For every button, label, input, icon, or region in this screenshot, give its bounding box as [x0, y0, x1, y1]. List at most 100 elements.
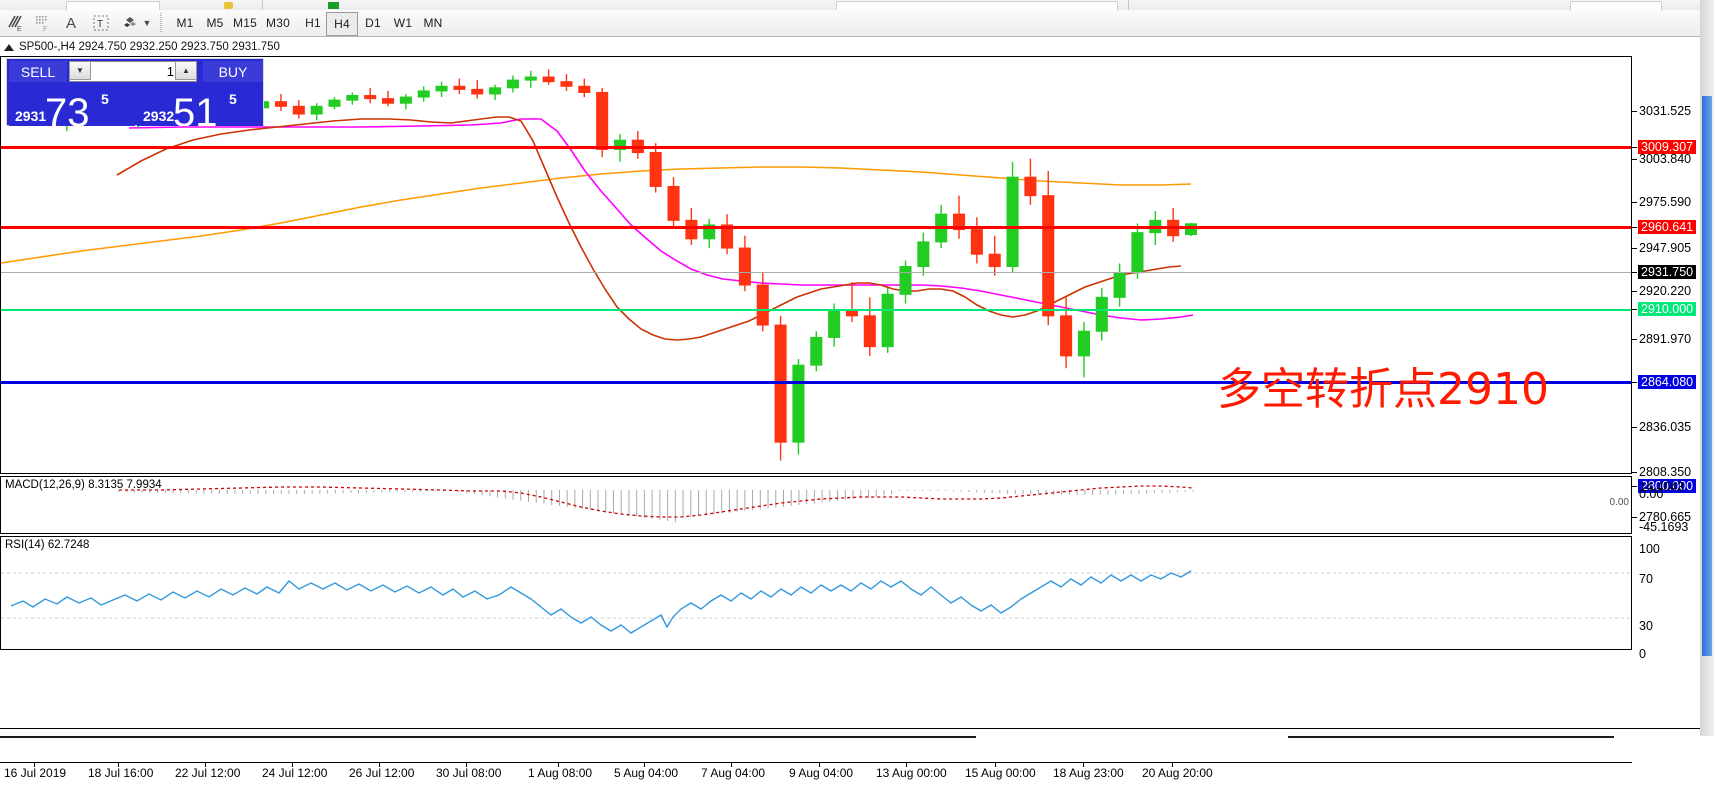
text-box-glyph: T: [93, 15, 109, 31]
lot-decrement-button[interactable]: ▼: [69, 61, 91, 80]
macd-scale-min: -45.1693: [1639, 520, 1689, 534]
time-axis-label: 5 Aug 04:00: [614, 766, 679, 780]
level-line-2910[interactable]: [1, 309, 1631, 311]
price-tick: [1632, 486, 1637, 487]
sell-button[interactable]: SELL: [9, 61, 67, 82]
price-label-2800-000[interactable]: 2800.000: [1638, 479, 1697, 493]
tab-timeframe-w1[interactable]: W1: [393, 16, 413, 30]
time-axis-tick: [819, 763, 820, 767]
text-label-icon[interactable]: A: [65, 14, 76, 32]
price-tick: [1632, 248, 1637, 249]
tab-timeframe-mn[interactable]: MN: [423, 16, 443, 30]
level-line-2960[interactable]: [1, 226, 1631, 229]
expert-advisor-icon[interactable]: E: [4, 12, 30, 34]
price-tick: [1632, 472, 1637, 473]
price-label-2836-035: 2836.035: [1639, 420, 1692, 434]
buy-button[interactable]: BUY: [203, 61, 263, 82]
text-box-icon[interactable]: T: [88, 12, 114, 34]
toolbar-divider: [262, 0, 263, 10]
ask-price-prefix: 2932: [143, 108, 175, 124]
ma-slow-line: [1, 166, 1192, 264]
lot-increment-button[interactable]: ▲: [175, 61, 197, 80]
time-axis-label: 15 Aug 00:00: [965, 766, 1036, 780]
bid-price-box[interactable]: 2931 73 5: [9, 86, 135, 126]
macd-scale-max: 14.4043: [1639, 480, 1685, 494]
rsi-pane[interactable]: RSI(14) 62.7248: [0, 536, 1632, 650]
ask-price-box[interactable]: 2932 51 5: [137, 86, 263, 126]
time-axis-label: 9 Aug 04:00: [789, 766, 854, 780]
one-click-controls-row: SELL ▼ 1.00 ▲ BUY: [7, 59, 265, 84]
tab-timeframe-m5[interactable]: M5: [206, 16, 224, 30]
time-axis-tick: [118, 763, 119, 767]
price-tick: [1632, 147, 1637, 148]
price-label-3003-840: 3003.840: [1639, 152, 1692, 166]
price-label-3031-525: 3031.525: [1639, 104, 1692, 118]
macd-pane[interactable]: MACD(12,26,9) 8.3135 7.9934 0.00: [0, 476, 1632, 534]
chevron-down-icon[interactable]: ▼: [142, 18, 152, 28]
time-axis-tick: [644, 763, 645, 767]
ma-mid-line: [128, 118, 1194, 321]
price-tick: [1632, 291, 1637, 292]
level-line-3009[interactable]: [1, 146, 1631, 149]
time-axis-label: 18 Jul 16:00: [88, 766, 154, 780]
rsi-scale-70: 70: [1639, 572, 1653, 586]
candle-series: [42, 69, 1198, 461]
time-axis-tick: [466, 763, 467, 767]
price-pane[interactable]: 多空转折点2910: [0, 56, 1632, 488]
price-label-2947-905: 2947.905: [1639, 241, 1692, 255]
time-axis-label: 22 Jul 12:00: [175, 766, 241, 780]
time-axis-tick: [906, 763, 907, 767]
macd-histogram: [118, 490, 1194, 523]
bid-price-fraction: 5: [101, 91, 109, 107]
chart-annotation-text[interactable]: 多空转折点2910: [1217, 364, 1549, 415]
symbol-ohlc-text: SP500-,H4 2924.750 2932.250 2923.750 293…: [19, 41, 280, 53]
rsi-svg: [1, 570, 1631, 634]
tab-timeframe-m1[interactable]: M1: [176, 16, 194, 30]
time-axis-tick: [731, 763, 732, 767]
tab-timeframe-h1[interactable]: H1: [305, 16, 321, 30]
expert-advisor-glyph: E: [8, 15, 22, 32]
time-axis-label: 7 Aug 04:00: [701, 766, 766, 780]
one-click-trading-panel[interactable]: SELL ▼ 1.00 ▲ BUY 2931 73 5 2932 51 5: [6, 58, 264, 126]
yellow-light-icon: [224, 2, 233, 9]
shapes-icon[interactable]: [118, 12, 144, 34]
price-tick: [1632, 227, 1637, 228]
time-axis-tick: [292, 763, 293, 767]
price-tick: [1632, 202, 1637, 203]
tab-timeframe-d1[interactable]: D1: [365, 16, 381, 30]
svg-text:T: T: [97, 19, 103, 30]
ask-price-main: 51: [173, 91, 218, 126]
macd-svg: [118, 485, 1194, 523]
tab-timeframe-h4[interactable]: H4: [326, 12, 358, 36]
price-tick: [1632, 272, 1637, 273]
rsi-legend: RSI(14) 62.7248: [5, 539, 90, 551]
price-label-2864-080[interactable]: 2864.080: [1638, 375, 1697, 389]
time-axis-tick: [995, 763, 996, 767]
price-label-2960-641[interactable]: 2960.641: [1638, 220, 1697, 234]
bid-price-prefix: 2931: [15, 108, 47, 124]
rsi-scale-100: 100: [1639, 542, 1660, 556]
price-label-3009-307[interactable]: 3009.307: [1638, 140, 1697, 154]
price-tick: [1632, 517, 1637, 518]
chart-area[interactable]: 多空转折点2910 MACD(12,26,9) 8.3135 7.9934 0.…: [0, 56, 1632, 785]
vertical-scrollbar[interactable]: [1702, 96, 1712, 656]
ask-price-fraction: 5: [229, 91, 237, 107]
status-bar-right: [1288, 730, 1614, 738]
indicators-grid-icon[interactable]: F: [30, 12, 56, 34]
price-label-2931-750[interactable]: 2931.750: [1638, 265, 1697, 279]
price-label-2910-000[interactable]: 2910.000: [1638, 302, 1697, 316]
tab-timeframe-m15[interactable]: M15: [233, 16, 257, 30]
ma-fast-line: [116, 116, 1182, 341]
price-label-2975-590: 2975.590: [1639, 195, 1692, 209]
svg-text:E: E: [17, 26, 22, 32]
price-tick: [1632, 309, 1637, 310]
time-axis-label: 26 Jul 12:00: [349, 766, 415, 780]
lot-size-input[interactable]: ▼ 1.00 ▲: [69, 61, 197, 82]
time-axis-tick: [558, 763, 559, 767]
collapse-triangle-icon[interactable]: [4, 43, 14, 51]
rsi-scale-0: 0: [1639, 647, 1646, 661]
tab-timeframe-m30[interactable]: M30: [266, 16, 290, 30]
chart-toolbar: E F A T ▼ M1 M5 M15: [0, 10, 1714, 37]
level-line-2864[interactable]: [1, 381, 1631, 384]
shapes-glyph: [124, 17, 136, 27]
